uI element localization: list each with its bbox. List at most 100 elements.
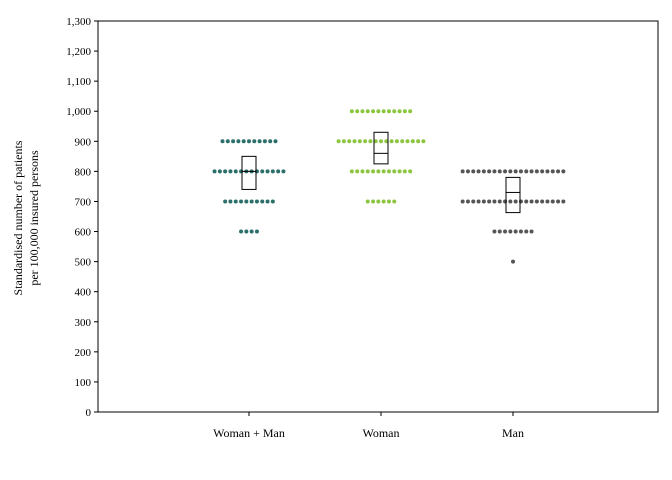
data-marks [212,109,566,264]
data-point [254,199,259,204]
data-point [408,169,413,174]
data-point [481,199,486,204]
data-point [247,139,251,144]
data-point [529,229,534,234]
data-point [518,229,523,234]
data-point [254,229,259,234]
data-point [389,139,394,144]
data-point [394,139,399,144]
data-point [402,169,407,174]
data-point [384,139,389,144]
data-point [381,169,386,174]
data-point [241,139,246,144]
data-point [265,169,270,174]
data-point [416,139,421,144]
y-tick-label: 600 [75,227,92,239]
data-point [471,169,476,174]
data-point [365,199,370,204]
data-point [281,169,286,174]
data-point [492,229,497,234]
data-point [249,229,254,234]
data-point [405,139,410,144]
data-point [400,139,405,144]
data-point [371,169,376,174]
data-point [508,199,513,204]
data-point [492,169,497,174]
data-point [371,109,376,114]
data-point [379,139,383,144]
series-2 [460,169,566,264]
data-point [465,169,470,174]
data-point [481,169,486,174]
data-point [397,169,402,174]
data-point [518,169,523,174]
data-point [540,199,545,204]
data-point [360,109,365,114]
y-tick-label: 0 [86,407,92,419]
data-point [270,199,275,204]
data-point [550,169,555,174]
data-point [376,109,381,114]
data-point [212,169,217,174]
y-tick-label: 100 [75,377,92,389]
data-point [487,169,492,174]
data-point [355,169,360,174]
data-point [260,199,265,204]
data-point [545,169,550,174]
data-point [540,169,545,174]
data-point [365,169,370,174]
data-point [265,199,270,204]
y-tick-label: 500 [75,257,92,269]
data-point [336,139,341,144]
data-point [239,229,244,234]
data-point [233,199,238,204]
data-point [508,169,513,174]
box-iqr [373,131,389,165]
data-point [503,229,508,234]
series-0 [212,139,286,234]
data-point [376,169,381,174]
box-iqr [241,155,257,190]
data-point [225,139,230,144]
x-category-label: Woman [362,426,399,440]
data-point [402,109,407,114]
data-point [371,199,376,204]
data-point [392,199,397,204]
data-point [260,169,265,174]
y-tick-label: 800 [75,166,92,178]
data-point [471,199,476,204]
data-point [460,169,465,174]
data-point [381,199,386,204]
data-point [492,199,497,204]
data-point [476,169,481,174]
data-point [534,199,539,204]
data-point [239,199,244,204]
data-point [508,229,513,234]
data-point [476,199,481,204]
data-point [397,109,402,114]
data-point [524,199,529,204]
data-point [228,169,233,174]
data-point [513,199,518,204]
data-point [349,169,354,174]
y-tick-label: 700 [75,196,92,208]
data-point [529,169,534,174]
data-point [257,139,262,144]
y-tick-label: 1,200 [66,46,91,58]
data-point [231,139,236,144]
data-point [513,169,518,174]
data-point [550,199,555,204]
data-point [360,169,365,174]
data-point [376,199,381,204]
data-point [386,199,391,204]
data-point [524,229,529,234]
y-tick-label: 900 [75,136,92,148]
data-point [529,199,534,204]
x-axis: Woman + Man Woman Man [213,412,524,440]
data-point [233,169,238,174]
data-point [386,109,391,114]
data-point [270,169,275,174]
data-point [487,199,492,204]
y-tick-label: 300 [75,317,92,329]
